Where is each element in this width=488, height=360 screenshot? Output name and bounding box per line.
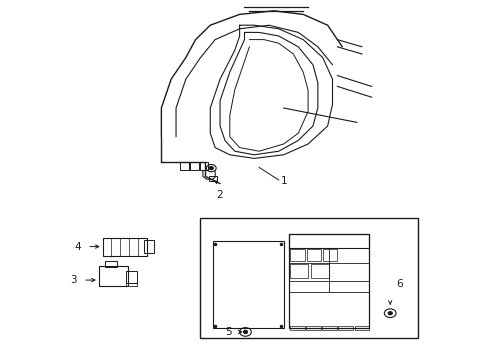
Circle shape — [387, 312, 391, 315]
Bar — [338, 326, 352, 330]
Bar — [322, 249, 337, 261]
Bar — [306, 249, 321, 261]
Bar — [199, 162, 208, 170]
Bar — [289, 326, 304, 330]
Bar — [209, 176, 217, 181]
Bar — [290, 264, 307, 278]
Bar — [310, 264, 328, 278]
Bar — [180, 162, 188, 170]
Text: 2: 2 — [215, 190, 222, 200]
Bar — [126, 271, 137, 283]
Bar — [189, 162, 198, 170]
Text: 3: 3 — [70, 275, 77, 285]
Text: 6: 6 — [395, 279, 402, 289]
Bar — [288, 234, 368, 328]
Bar — [288, 234, 368, 248]
Bar — [354, 326, 368, 330]
Circle shape — [243, 330, 247, 333]
Bar — [105, 261, 117, 267]
Bar — [99, 266, 128, 286]
Text: 4: 4 — [74, 242, 81, 252]
Bar — [290, 249, 305, 261]
Bar — [102, 238, 146, 256]
Bar — [212, 241, 283, 328]
Bar — [200, 218, 417, 338]
Circle shape — [209, 167, 213, 170]
Bar — [305, 326, 320, 330]
Text: 1: 1 — [281, 176, 287, 186]
Text: 5: 5 — [224, 327, 231, 337]
Bar — [126, 283, 137, 286]
Bar — [144, 240, 154, 253]
Bar — [322, 326, 336, 330]
